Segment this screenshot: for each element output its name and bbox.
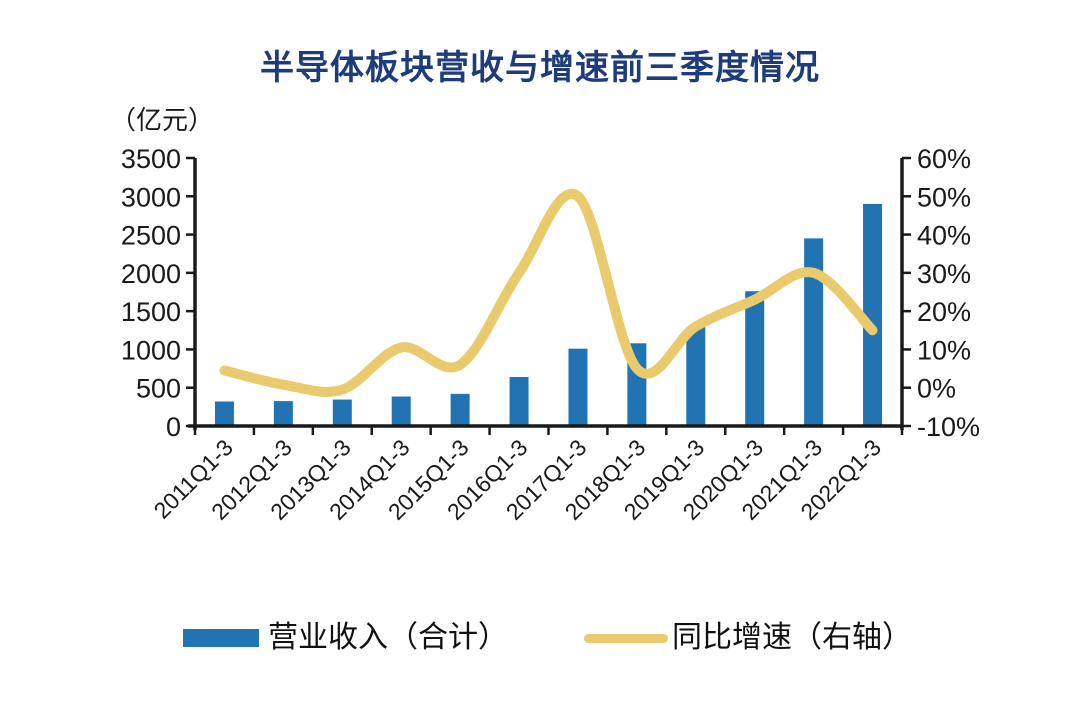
left-tick-label: 3000 — [121, 182, 181, 212]
legend-line-swatch — [584, 634, 668, 643]
right-tick-label: 60% — [917, 144, 971, 174]
legend-bar-swatch — [183, 629, 259, 647]
right-tick-label: 40% — [917, 221, 971, 251]
bar-2017Q1-3[interactable] — [568, 348, 588, 426]
legend-line-label: 同比增速（右轴） — [672, 621, 912, 654]
bar-2021Q1-3[interactable] — [804, 238, 824, 426]
growth-line — [219, 188, 878, 397]
right-tick-label: 20% — [917, 297, 971, 327]
bar-2013Q1-3[interactable] — [332, 399, 352, 426]
bar-2014Q1-3[interactable] — [391, 396, 411, 426]
bar-2020Q1-3[interactable] — [745, 291, 765, 426]
left-tick-label: 2500 — [121, 221, 181, 251]
right-tick-label: 50% — [917, 182, 971, 212]
left-tick-label: 1500 — [121, 297, 181, 327]
right-tick-label: 0% — [917, 374, 956, 404]
left-tick-label: 0 — [166, 412, 181, 442]
left-tick-label: 500 — [136, 374, 181, 404]
right-tick-label: 10% — [917, 335, 971, 365]
bar-2012Q1-3[interactable] — [273, 401, 293, 426]
left-tick-label: 3500 — [121, 144, 181, 174]
bar-2011Q1-3[interactable] — [214, 401, 234, 426]
right-tick-label: -10% — [917, 412, 980, 442]
bar-2019Q1-3[interactable] — [686, 327, 706, 426]
chart-title: 半导体板块营收与增速前三季度情况 — [260, 49, 820, 87]
bar-2016Q1-3[interactable] — [509, 376, 529, 426]
bar-2015Q1-3[interactable] — [450, 393, 470, 426]
right-tick-label: 30% — [917, 259, 971, 289]
legend: 营业收入（合计） 同比增速（右轴） — [0, 612, 1080, 664]
footer-brand-bar: 格隆汇 www.gelonghui.com ETF进化论 — [0, 648, 1080, 718]
left-tick-label: 1000 — [121, 335, 181, 365]
bar-2022Q1-3[interactable] — [863, 203, 883, 426]
left-tick-label: 2000 — [121, 259, 181, 289]
left-axis-unit-label: （亿元） — [110, 106, 215, 135]
legend-bar-label: 营业收入（合计） — [268, 621, 508, 654]
